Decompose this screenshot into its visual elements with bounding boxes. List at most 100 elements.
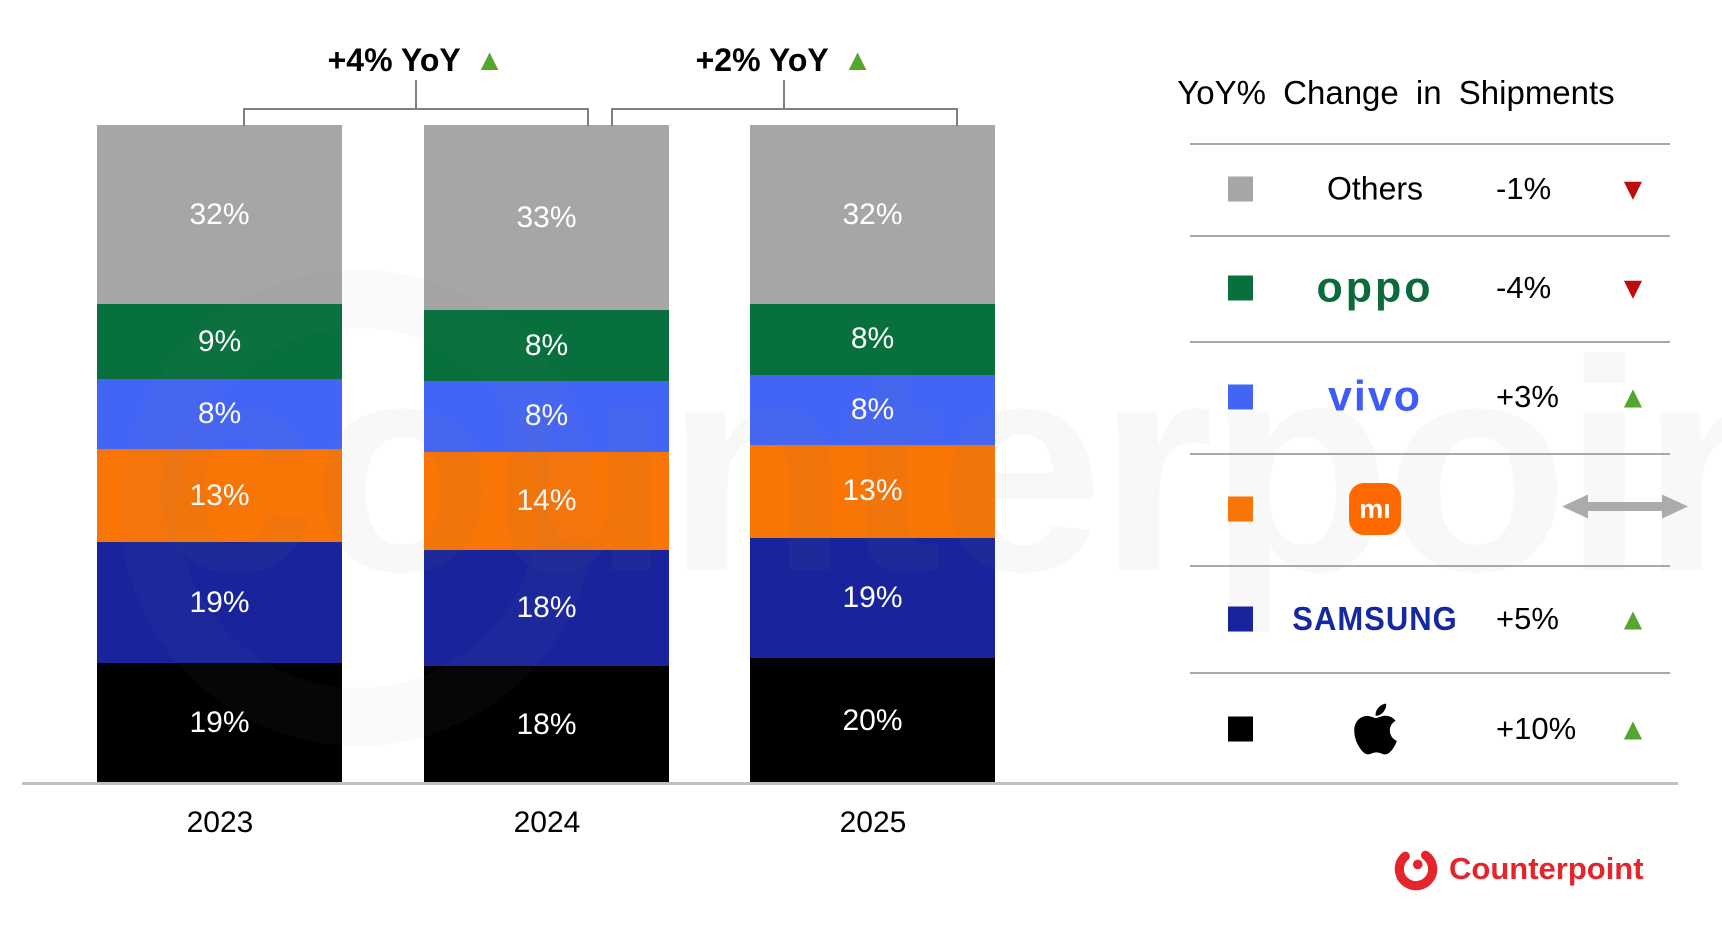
legend-row-vivo: vivo +3% ▲ <box>1090 341 1702 453</box>
bar-2023: 32% 9% 8% 13% 19% 19% <box>97 125 342 783</box>
segment-value-label: 18% <box>516 707 577 741</box>
bar-segment-oppo: 8% <box>750 304 995 375</box>
bracket-1-line <box>243 108 589 110</box>
bar-2025: 32% 8% 8% 13% 19% 20% <box>750 125 995 783</box>
bracket-1-stem <box>415 80 417 108</box>
bar-segment-apple: 18% <box>424 666 669 783</box>
segment-value-label: 18% <box>516 591 577 625</box>
segment-value-label: 32% <box>189 197 250 231</box>
segment-value-label: 19% <box>842 581 903 615</box>
legend-swatch-xiaomi <box>1228 496 1253 522</box>
bracket-2-right-tick <box>956 108 958 126</box>
legend: YoY% Change in Shipments Others -1% ▼ oppo -… <box>1090 42 1702 785</box>
legend-divider <box>1190 341 1670 343</box>
legend-divider <box>1190 453 1670 455</box>
bar-segment-oppo: 9% <box>97 304 342 380</box>
bar-segment-apple: 20% <box>750 658 995 783</box>
counterpoint-mark-icon <box>1394 847 1438 891</box>
legend-swatch-vivo <box>1228 384 1253 410</box>
bracket-2-line <box>611 108 958 110</box>
annotation-2025-yoy: +2% YoY ▲ <box>696 42 873 79</box>
bar-segment-others: 33% <box>424 125 669 311</box>
up-triangle-icon: ▲ <box>842 43 873 77</box>
legend-row-others: Others -1% ▼ <box>1090 143 1702 235</box>
legend-swatch-samsung <box>1228 606 1253 631</box>
bar-segment-oppo: 8% <box>424 310 669 382</box>
segment-value-label: 8% <box>850 392 895 426</box>
legend-label-others: Others <box>1326 170 1424 207</box>
segment-value-label: 8% <box>524 328 569 362</box>
oppo-wordmark: oppo <box>1316 263 1434 312</box>
legend-divider <box>1190 235 1670 237</box>
segment-value-label: 20% <box>842 703 903 737</box>
segment-value-label: 8% <box>850 322 895 356</box>
flat-arrow-icon <box>1560 493 1690 526</box>
segment-value-label: 13% <box>189 478 250 512</box>
counterpoint-logo: Counterpoint <box>1393 846 1644 892</box>
x-tick-2025: 2025 <box>839 806 907 839</box>
bar-segment-others: 32% <box>750 125 995 305</box>
bar-segment-vivo: 8% <box>750 374 995 445</box>
x-tick-2024: 2024 <box>513 806 581 839</box>
samsung-wordmark: SAMSUNG <box>1292 599 1458 637</box>
down-triangle-icon: ▼ <box>1617 270 1649 306</box>
legend-divider <box>1190 143 1670 145</box>
bracket-1-right-tick <box>587 108 589 126</box>
annotation-label: +4% YoY <box>327 42 461 78</box>
up-triangle-icon: ▲ <box>1617 379 1649 415</box>
segment-value-label: 13% <box>842 474 903 508</box>
oppo-logo: oppo <box>1265 264 1485 313</box>
bar-segment-samsung: 18% <box>424 549 669 667</box>
counterpoint-wordmark: Counterpoint <box>1449 851 1644 886</box>
up-triangle-icon: ▲ <box>1617 711 1649 746</box>
segment-value-label: 9% <box>197 324 242 358</box>
x-tick-2023: 2023 <box>186 806 254 839</box>
mi-badge-icon: mı <box>1349 483 1401 535</box>
bar-segment-xiaomi: 13% <box>750 444 995 538</box>
samsung-logo: SAMSUNG <box>1265 599 1485 637</box>
segment-value-label: 19% <box>189 705 250 739</box>
legend-row-apple: +10% ▲ <box>1090 672 1702 785</box>
vivo-logo: vivo <box>1265 373 1485 422</box>
bar-segment-xiaomi: 14% <box>424 451 669 550</box>
mi-glyph: mı <box>1359 493 1391 524</box>
legend-change-value: +10% <box>1496 710 1577 746</box>
segment-value-label: 14% <box>516 483 577 517</box>
legend-row-oppo: oppo -4% ▼ <box>1090 235 1702 341</box>
segment-value-label: 8% <box>197 397 242 431</box>
legend-title: YoY% Change in Shipments <box>1177 73 1615 111</box>
bar-2024: 33% 8% 8% 14% 18% 18% <box>424 125 669 783</box>
segment-value-label: 8% <box>524 399 569 433</box>
others-logo: Others <box>1265 171 1485 208</box>
down-triangle-icon: ▼ <box>1617 171 1649 207</box>
annotation-2024-yoy: +4% YoY ▲ <box>328 42 505 79</box>
vivo-wordmark: vivo <box>1327 372 1423 421</box>
x-axis-line <box>22 782 1678 785</box>
bracket-1-left-tick <box>243 108 245 126</box>
legend-swatch-oppo <box>1228 275 1253 301</box>
segment-value-label: 33% <box>516 200 577 234</box>
bar-segment-vivo: 8% <box>424 381 669 452</box>
segment-value-label: 19% <box>189 585 250 619</box>
legend-change-value: +5% <box>1496 600 1559 636</box>
bracket-2-left-tick <box>611 108 613 126</box>
annotation-label: +2% YoY <box>695 42 829 78</box>
bar-segment-xiaomi: 13% <box>97 449 342 543</box>
bar-segment-samsung: 19% <box>97 542 342 663</box>
legend-change-value: -1% <box>1496 171 1552 206</box>
xiaomi-logo: mı <box>1265 483 1485 535</box>
legend-divider <box>1190 672 1670 674</box>
bar-segment-others: 32% <box>97 125 342 305</box>
legend-row-samsung: SAMSUNG +5% ▲ <box>1090 565 1702 672</box>
apple-logo <box>1265 700 1485 758</box>
up-triangle-icon: ▲ <box>1617 601 1649 636</box>
bar-segment-samsung: 19% <box>750 537 995 659</box>
bar-segment-vivo: 8% <box>97 379 342 450</box>
up-triangle-icon: ▲ <box>474 43 505 77</box>
bracket-2-stem <box>783 80 785 108</box>
legend-divider <box>1190 565 1670 567</box>
segment-value-label: 32% <box>842 197 903 231</box>
legend-swatch-others <box>1228 176 1253 202</box>
legend-change-value: -4% <box>1496 270 1552 305</box>
legend-row-xiaomi: mı <box>1090 453 1702 565</box>
